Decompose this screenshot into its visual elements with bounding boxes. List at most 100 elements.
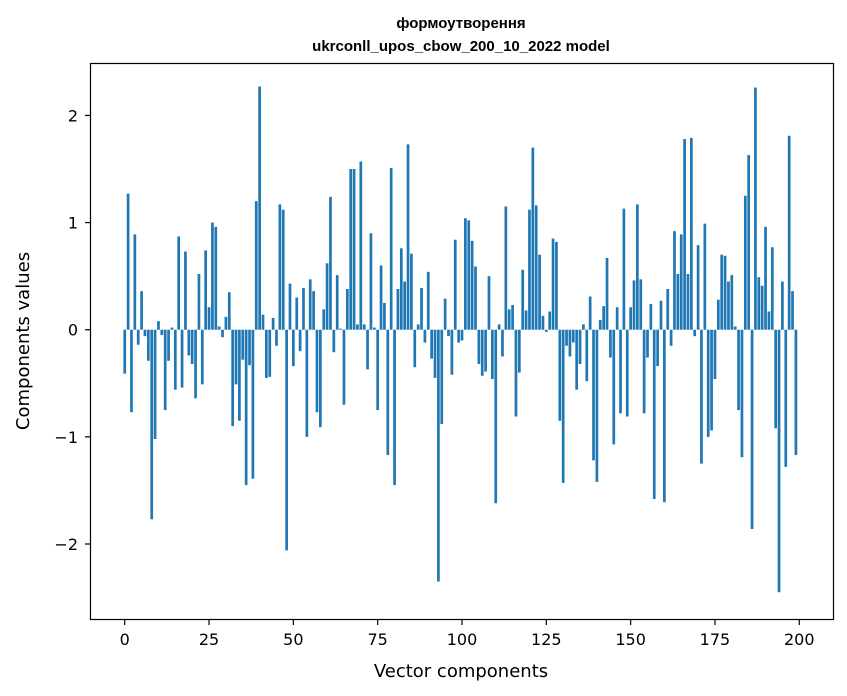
bar-109 xyxy=(491,329,494,379)
x-axis-ticks: 0 25 50 75 100 125 150 175 200 xyxy=(120,619,815,649)
x-tick-label: 0 xyxy=(120,630,130,649)
bar-19 xyxy=(187,329,191,356)
y-tick-label: 0 xyxy=(68,321,78,340)
bar-157 xyxy=(652,329,656,499)
bar-103 xyxy=(470,240,474,330)
bar-156 xyxy=(649,304,653,330)
bar-180 xyxy=(730,275,734,330)
bar-12 xyxy=(163,329,167,411)
x-tick-label: 200 xyxy=(784,630,815,649)
x-tick-label: 125 xyxy=(531,630,562,649)
bar-106 xyxy=(480,329,484,376)
bar-124 xyxy=(541,315,545,330)
bar-35 xyxy=(241,329,245,360)
bar-150 xyxy=(629,307,632,330)
bar-38 xyxy=(251,329,255,479)
bar-94 xyxy=(440,329,444,424)
bars-group xyxy=(123,86,798,593)
bar-41 xyxy=(261,314,265,330)
bar-64 xyxy=(339,328,342,330)
x-axis-label: Vector components xyxy=(374,661,548,682)
bar-27 xyxy=(214,226,218,330)
bar-111 xyxy=(497,324,501,330)
bar-30 xyxy=(224,316,228,330)
bar-66 xyxy=(345,289,349,330)
bar-16 xyxy=(177,236,181,330)
bar-113 xyxy=(504,206,508,330)
chart-title: формоутворення xyxy=(396,15,525,32)
bar-118 xyxy=(521,269,525,330)
bar-170 xyxy=(696,245,700,330)
bar-8 xyxy=(150,329,154,520)
bar-74 xyxy=(372,327,376,330)
bar-186 xyxy=(750,329,754,529)
bar-168 xyxy=(690,137,693,330)
bar-78 xyxy=(386,329,390,456)
bar-21 xyxy=(194,329,197,399)
bar-187 xyxy=(754,87,757,330)
bar-89 xyxy=(423,329,427,343)
bar-191 xyxy=(767,311,771,330)
bar-73 xyxy=(369,233,373,330)
bar-84 xyxy=(406,144,410,330)
bar-46 xyxy=(278,204,282,330)
bar-163 xyxy=(673,231,676,330)
bar-99 xyxy=(457,329,460,343)
bar-135 xyxy=(578,329,582,364)
bar-167 xyxy=(686,274,690,330)
bar-10 xyxy=(157,321,160,330)
bar-29 xyxy=(221,329,224,338)
bar-119 xyxy=(524,310,528,330)
bar-57 xyxy=(315,329,319,413)
bar-14 xyxy=(170,327,174,330)
bar-130 xyxy=(561,329,565,483)
bar-51 xyxy=(295,297,299,330)
bar-159 xyxy=(659,300,663,330)
bar-166 xyxy=(683,139,686,330)
bar-140 xyxy=(595,329,599,482)
bar-42 xyxy=(265,329,268,378)
bar-137 xyxy=(585,329,589,382)
bar-11 xyxy=(160,329,164,336)
bar-152 xyxy=(636,204,639,330)
y-axis-ticks: −2 −1 0 1 2 xyxy=(54,106,91,554)
bar-147 xyxy=(619,329,622,414)
bar-129 xyxy=(558,329,562,421)
bar-112 xyxy=(501,329,504,357)
bar-92 xyxy=(433,329,437,378)
bar-95 xyxy=(443,298,447,330)
bar-24 xyxy=(204,250,208,330)
bar-20 xyxy=(190,329,194,364)
bar-54 xyxy=(305,329,309,437)
bar-87 xyxy=(416,324,420,330)
bar-65 xyxy=(342,329,346,405)
bar-101 xyxy=(464,218,467,330)
bar-50 xyxy=(292,329,295,367)
bar-25 xyxy=(207,307,211,330)
bar-176 xyxy=(716,299,720,330)
x-tick-label: 75 xyxy=(368,630,388,649)
bar-107 xyxy=(484,329,487,372)
bar-171 xyxy=(700,329,703,464)
bar-43 xyxy=(268,329,272,377)
bar-85 xyxy=(410,253,413,330)
y-tick-label: 2 xyxy=(68,106,78,125)
bar-32 xyxy=(231,329,235,427)
bar-33 xyxy=(234,329,238,385)
bar-199 xyxy=(794,329,798,456)
bar-71 xyxy=(362,324,366,330)
bar-60 xyxy=(325,263,329,330)
bar-13 xyxy=(167,329,170,361)
bar-34 xyxy=(238,329,241,421)
bar-22 xyxy=(197,274,201,330)
bar-80 xyxy=(393,329,396,486)
bar-116 xyxy=(514,329,518,417)
bar-138 xyxy=(588,296,592,330)
bar-131 xyxy=(565,329,568,346)
bar-68 xyxy=(352,169,356,330)
bar-18 xyxy=(184,251,187,330)
bar-162 xyxy=(669,329,673,346)
bar-132 xyxy=(568,329,572,357)
bar-122 xyxy=(534,205,538,330)
bar-158 xyxy=(656,329,659,367)
